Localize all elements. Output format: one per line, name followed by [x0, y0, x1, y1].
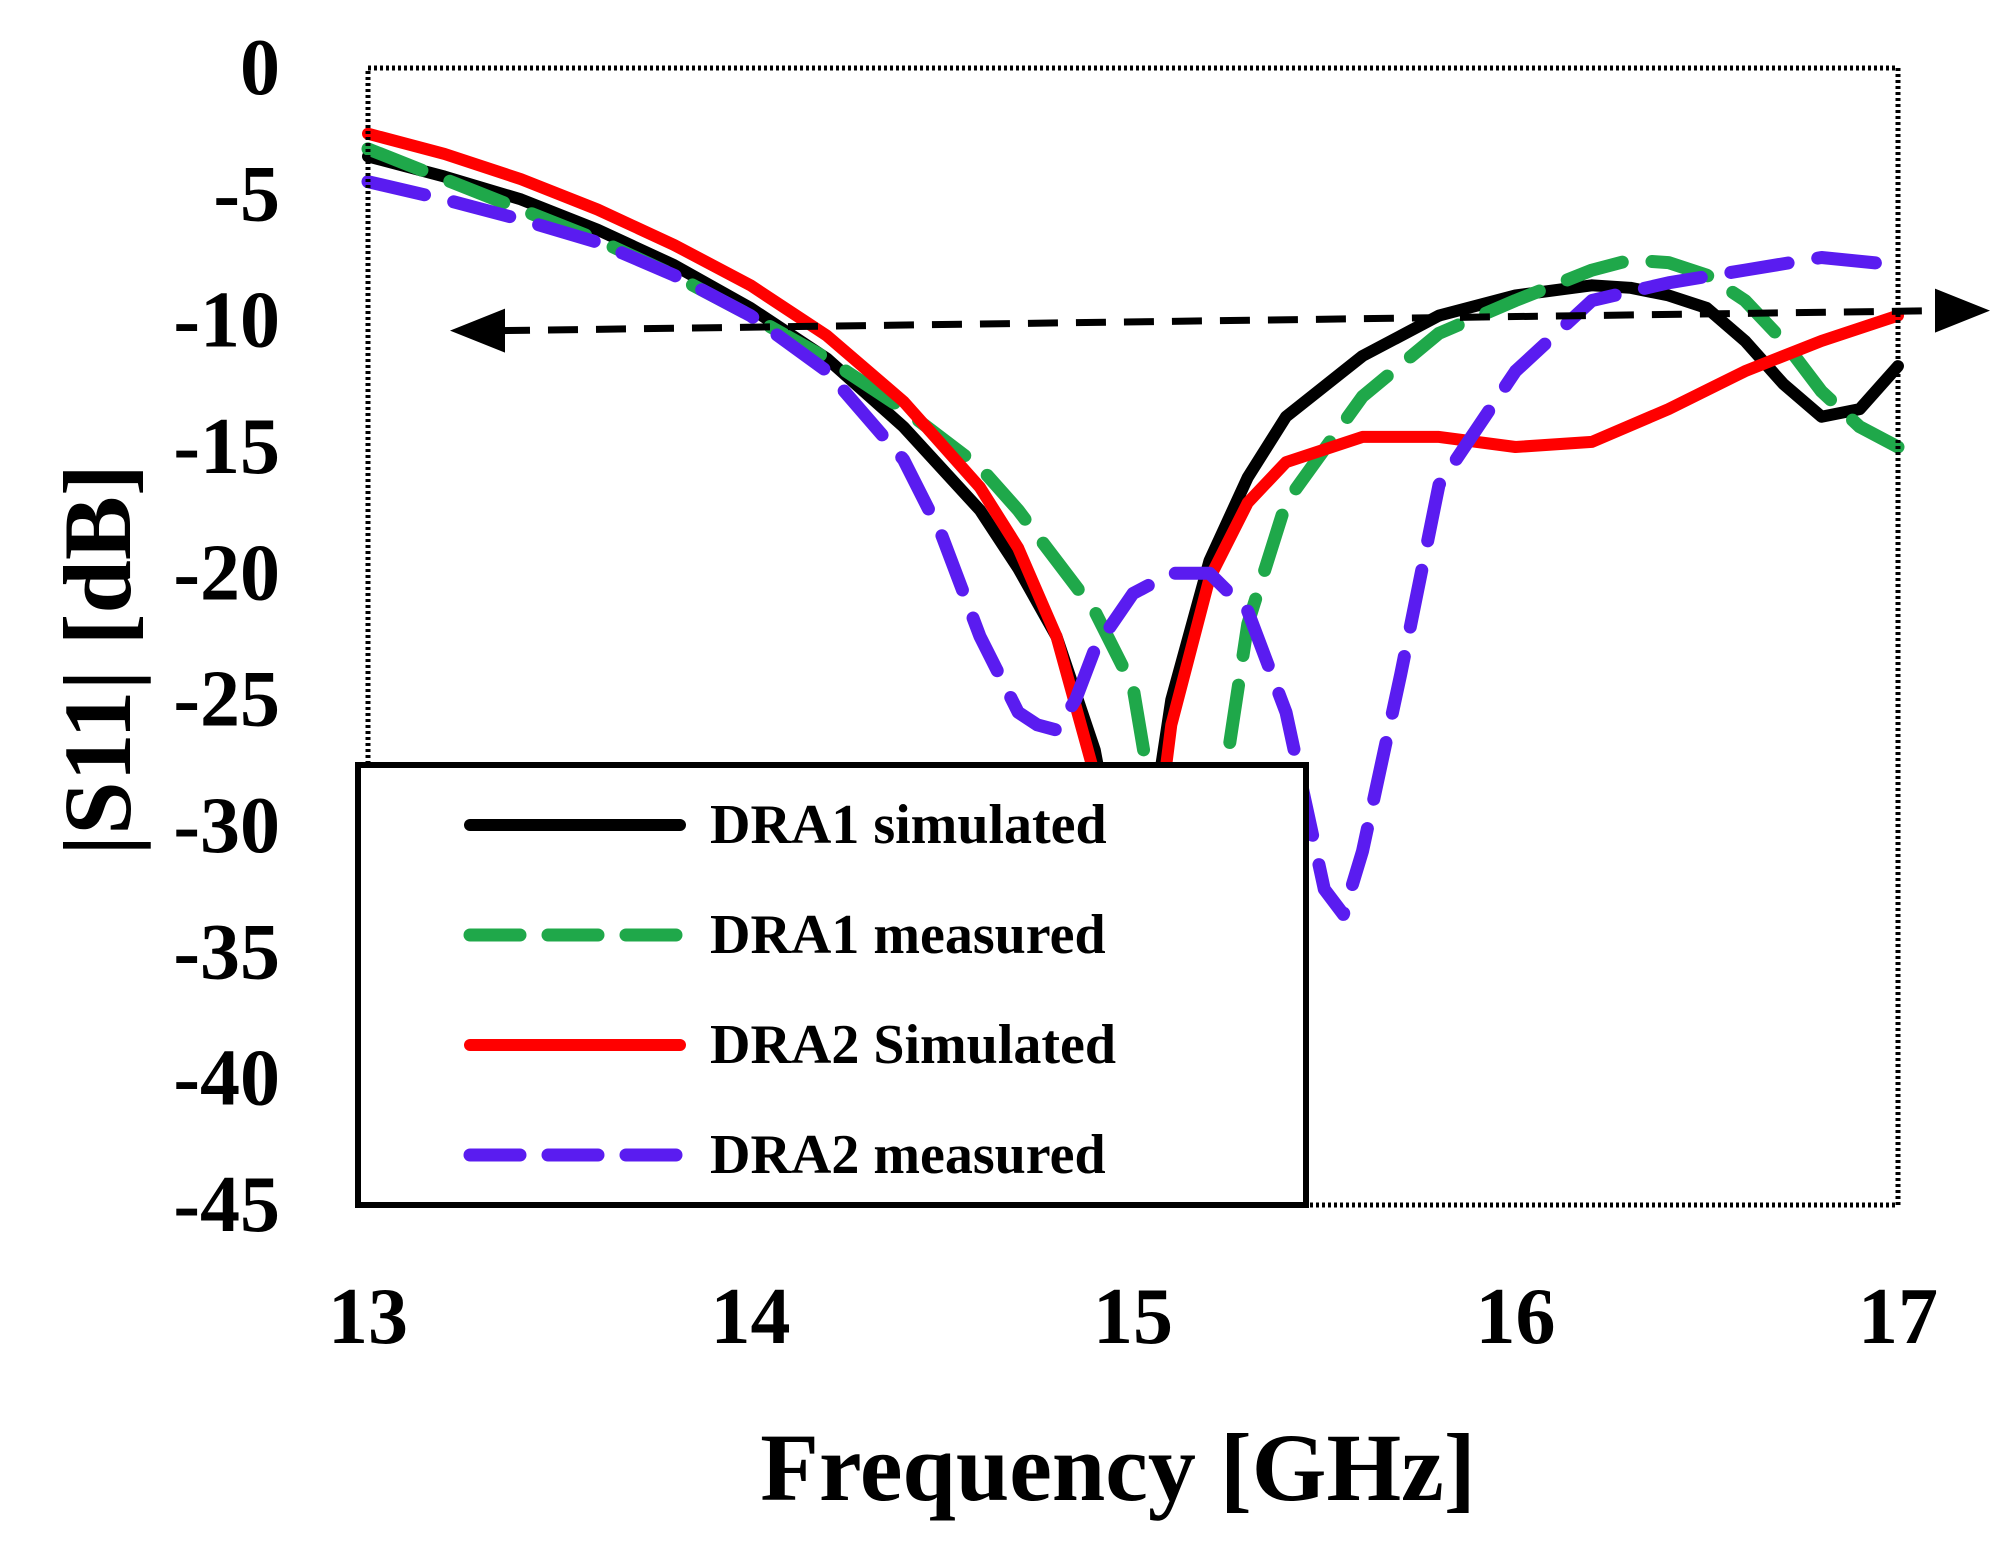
- x-axis-title: Frequency [GHz]: [760, 1414, 1475, 1521]
- legend-box: [355, 762, 1309, 1208]
- y-tick-label: -25: [173, 656, 280, 744]
- y-tick-label: -10: [173, 277, 280, 365]
- y-tick-labels: 0 -5 -10 -15 -20 -25 -30 -35 -40 -45: [173, 24, 280, 1249]
- reference-line-layer: [450, 288, 1990, 353]
- left-arrowhead: [450, 308, 505, 353]
- reference-line: [499, 307, 1941, 335]
- y-tick-label: -35: [173, 908, 280, 996]
- y-axis-title: |S11| [dB]: [44, 464, 151, 856]
- legend-label-2: DRA1 measured: [710, 904, 1106, 966]
- right-arrowhead: [1935, 288, 1990, 333]
- x-tick-label: 16: [1476, 1273, 1556, 1361]
- legend-label-4: DRA2 measured: [710, 1124, 1106, 1186]
- x-tick-label: 17: [1858, 1273, 1938, 1361]
- legend-items: DRA1 simulated DRA1 measured DRA2 Simulate…: [463, 794, 1116, 1186]
- y-tick-label: -45: [173, 1161, 280, 1249]
- x-tick-label: 14: [711, 1273, 791, 1361]
- y-tick-label: -15: [173, 403, 280, 491]
- y-tick-label: -5: [213, 150, 280, 238]
- series-line-1: [362, 150, 1904, 934]
- series-line-4: [361, 175, 1905, 921]
- x-tick-label: 15: [1093, 1273, 1173, 1361]
- legend-label-3: DRA2 Simulated: [710, 1014, 1116, 1076]
- x-tick-labels: 13 14 15 16 17: [328, 1273, 1938, 1361]
- x-tick-label: 13: [328, 1273, 408, 1361]
- y-tick-label: -30: [173, 782, 280, 870]
- y-tick-label: -20: [173, 529, 280, 617]
- legend-label-1: DRA1 simulated: [710, 794, 1107, 856]
- legend: DRA1 simulated DRA1 measured DRA2 Simulate…: [355, 762, 1309, 1208]
- y-tick-label: -40: [173, 1035, 280, 1123]
- y-tick-label: 0: [240, 24, 280, 112]
